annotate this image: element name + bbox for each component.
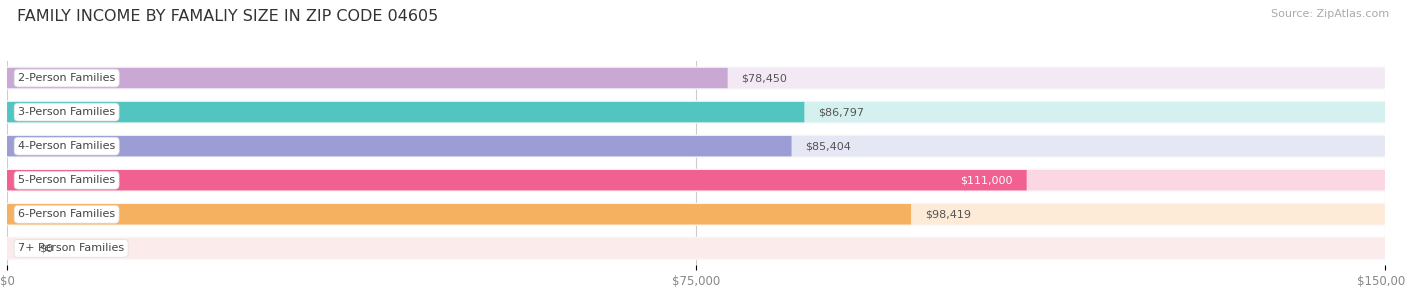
FancyBboxPatch shape (7, 136, 792, 156)
FancyBboxPatch shape (7, 68, 1385, 88)
FancyBboxPatch shape (7, 102, 1385, 122)
FancyBboxPatch shape (7, 204, 911, 224)
FancyBboxPatch shape (7, 203, 1385, 226)
Text: $78,450: $78,450 (741, 73, 787, 83)
FancyBboxPatch shape (7, 170, 1385, 190)
Text: $98,419: $98,419 (925, 209, 972, 219)
FancyBboxPatch shape (7, 238, 1385, 259)
FancyBboxPatch shape (7, 237, 1385, 260)
Text: 6-Person Families: 6-Person Families (18, 209, 115, 219)
FancyBboxPatch shape (7, 135, 1385, 158)
Text: 3-Person Families: 3-Person Families (18, 107, 115, 117)
Text: $86,797: $86,797 (818, 107, 865, 117)
Text: 7+ Person Families: 7+ Person Families (18, 243, 124, 253)
Text: 4-Person Families: 4-Person Families (18, 141, 115, 151)
Text: 2-Person Families: 2-Person Families (18, 73, 115, 83)
FancyBboxPatch shape (7, 68, 728, 88)
Text: FAMILY INCOME BY FAMALIY SIZE IN ZIP CODE 04605: FAMILY INCOME BY FAMALIY SIZE IN ZIP COD… (17, 9, 439, 24)
Text: $0: $0 (39, 243, 53, 253)
FancyBboxPatch shape (7, 101, 1385, 124)
FancyBboxPatch shape (7, 204, 1385, 224)
FancyBboxPatch shape (7, 136, 1385, 156)
Text: Source: ZipAtlas.com: Source: ZipAtlas.com (1271, 9, 1389, 19)
Text: 5-Person Families: 5-Person Families (18, 175, 115, 185)
FancyBboxPatch shape (7, 169, 1385, 192)
FancyBboxPatch shape (7, 102, 804, 122)
Text: $85,404: $85,404 (806, 141, 851, 151)
Text: $111,000: $111,000 (960, 175, 1012, 185)
FancyBboxPatch shape (7, 170, 1026, 190)
FancyBboxPatch shape (7, 66, 1385, 90)
